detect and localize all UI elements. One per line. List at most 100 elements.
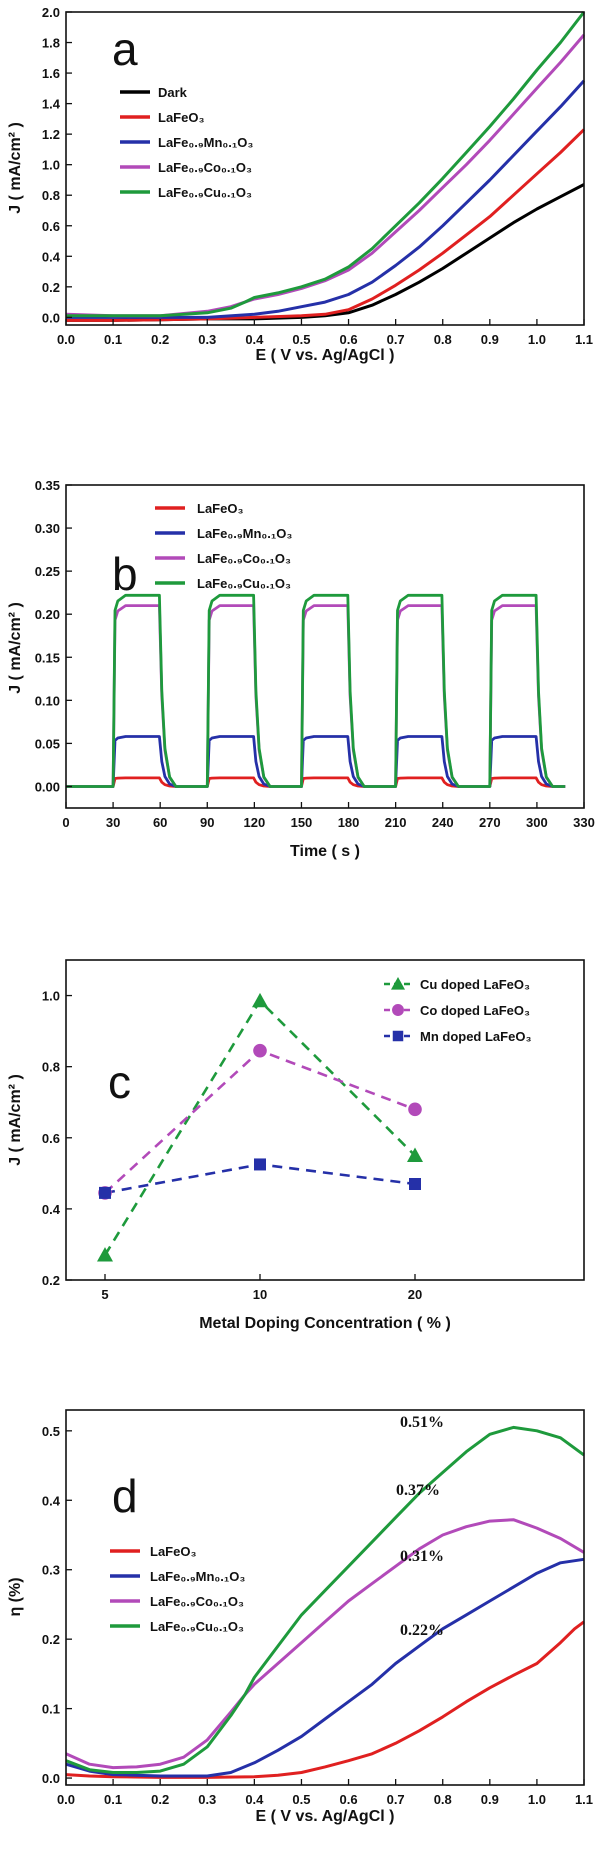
- series-line-b: [66, 735, 566, 788]
- chart-b-svg: 0 30 60 90 120 150 180 210 240 270 300 330 0.00 0.05 0…: [7, 478, 595, 860]
- annotation-d: 0.22%: [400, 1622, 444, 1639]
- legend-label-a: LaFe₀.₉Mn₀.₁O₃: [158, 135, 253, 150]
- y-tick-label-b: 0.35: [35, 478, 60, 493]
- y-tick-label-a: 0.0: [42, 310, 60, 325]
- x-tick-label-a: 0.5: [292, 332, 310, 347]
- y-tick-label-d: 0.1: [42, 1702, 60, 1717]
- data-point-c: [99, 1186, 111, 1199]
- x-tick-label-d: 0.7: [387, 1792, 405, 1807]
- x-tick-label-c: 5: [101, 1287, 108, 1302]
- y-tick-label-a: 2.0: [42, 5, 60, 20]
- series-line-a: [65, 33, 586, 318]
- y-tick-label-a: 0.6: [42, 219, 60, 234]
- x-tick-label-b: 30: [106, 815, 120, 830]
- x-tick-label-b: 270: [479, 815, 501, 830]
- y-tick-label-c: 0.4: [42, 1202, 61, 1217]
- y-tick-label-b: 0.15: [35, 650, 60, 665]
- series-line-b: [66, 776, 566, 788]
- x-tick-label-c: 10: [253, 1287, 267, 1302]
- y-tick-label-a: 0.4: [42, 249, 61, 264]
- chart-c-frame: [65, 959, 585, 1281]
- x-tick-label-d: 0.6: [340, 1792, 358, 1807]
- y-tick-label-b: 0.05: [35, 736, 60, 751]
- legend-label-c: Co doped LaFeO₃: [420, 1003, 530, 1018]
- x-tick-label-b: 240: [432, 815, 454, 830]
- x-tick-label-d: 0.4: [245, 1792, 264, 1807]
- series-line-a: [66, 183, 585, 322]
- x-tick-label-a: 0.1: [104, 332, 122, 347]
- legend-label-a: LaFe₀.₉Co₀.₁O₃: [158, 160, 252, 175]
- data-point-c: [253, 1043, 267, 1058]
- y-axis-label-a: J ( mA/cm² ): [7, 122, 24, 214]
- chart-b-frame: [65, 484, 585, 809]
- data-point-c: [252, 992, 268, 1008]
- chart-panel-d: 0.0 0.1 0.2 0.3 0.4 0.5 0.6 0.7 0.8 0.9 1.0 1.1 0.0 0…: [0, 1385, 600, 1850]
- x-tick-label-a: 0.6: [340, 332, 358, 347]
- annotation-d: 0.51%: [400, 1414, 444, 1431]
- chart-panel-c: 5 10 20 0.2 0.4 0.6 0.8 1.0 c Metal Doping Conc…: [0, 920, 600, 1385]
- y-tick-label-d: 0.5: [42, 1424, 60, 1439]
- x-tick-label-a: 1.1: [575, 332, 593, 347]
- x-tick-label-d: 0.2: [151, 1792, 169, 1807]
- y-tick-label-b: 0.25: [35, 564, 60, 579]
- series-line-a: [66, 128, 586, 322]
- data-point-c: [254, 1158, 266, 1171]
- x-tick-label-b: 210: [385, 815, 407, 830]
- legend-marker-c: [392, 1030, 404, 1042]
- y-axis-label-c: J ( mA/cm² ): [7, 1074, 24, 1166]
- x-tick-label-b: 90: [200, 815, 214, 830]
- chart-a-svg: 0.0 0.1 0.2 0.3 0.4 0.5 0.6 0.7 0.8 0.9 1.0 1.1 0.0 0…: [7, 5, 593, 364]
- data-point-c: [407, 1147, 423, 1162]
- panel-letter-d: d: [112, 1470, 138, 1522]
- x-tick-label-b: 150: [291, 815, 313, 830]
- y-tick-label-a: 0.8: [42, 188, 60, 203]
- series-line-d: [65, 1518, 585, 1770]
- y-tick-label-d: 0.2: [42, 1632, 60, 1647]
- x-tick-label-d: 0.8: [434, 1792, 452, 1807]
- x-tick-label-b: 60: [153, 815, 167, 830]
- y-tick-label-d: 0.3: [42, 1563, 60, 1578]
- y-tick-label-b: 0.30: [35, 521, 60, 536]
- series-line-b: [66, 593, 566, 788]
- annotation-d: 0.37%: [396, 1482, 440, 1499]
- annotation-d: 0.31%: [400, 1548, 444, 1565]
- y-tick-label-c: 0.6: [42, 1131, 60, 1146]
- x-tick-label-a: 0.9: [481, 332, 499, 347]
- x-tick-label-d: 1.1: [575, 1792, 593, 1807]
- legend-label-a: LaFe₀.₉Cu₀.₁O₃: [158, 185, 252, 200]
- x-tick-label-a: 0.2: [151, 332, 169, 347]
- y-tick-label-a: 1.0: [42, 158, 60, 173]
- series-line-d: [65, 1620, 585, 1779]
- x-tick-label-b: 300: [526, 815, 548, 830]
- legend-label-c: Cu doped LaFeO₃: [420, 977, 530, 992]
- x-tick-label-a: 1.0: [528, 332, 546, 347]
- y-tick-label-b: 0.20: [35, 607, 60, 622]
- data-point-c: [409, 1178, 421, 1190]
- series-line-a: [66, 79, 586, 319]
- x-tick-label-a: 0.4: [245, 332, 264, 347]
- legend-label-a: LaFeO₃: [158, 110, 204, 125]
- legend-label-a: Dark: [158, 85, 188, 100]
- legend-label-b: LaFe₀.₉Cu₀.₁O₃: [197, 576, 291, 591]
- y-tick-label-a: 1.2: [42, 127, 60, 142]
- legend-marker-c: [392, 1004, 404, 1016]
- y-tick-label-c: 0.8: [42, 1060, 60, 1075]
- y-tick-label-a: 0.2: [42, 280, 60, 295]
- x-axis-label-c: Metal Doping Concentration ( % ): [199, 1315, 451, 1332]
- legend-label-d: LaFe₀.₉Co₀.₁O₃: [150, 1594, 244, 1609]
- legend-label-d: LaFeO₃: [150, 1544, 196, 1559]
- x-tick-label-b: 180: [338, 815, 360, 830]
- panel-letter-b: b: [112, 548, 138, 600]
- x-tick-label-c: 20: [408, 1287, 422, 1302]
- series-line-d: [65, 1425, 585, 1774]
- series-line-c: [103, 998, 416, 1256]
- y-tick-label-c: 1.0: [42, 989, 60, 1004]
- y-tick-label-a: 1.8: [42, 36, 60, 51]
- x-tick-label-d: 0.0: [57, 1792, 75, 1807]
- series-line-c: [104, 1049, 416, 1194]
- panel-letter-c: c: [108, 1056, 131, 1108]
- panel-letter-a: a: [112, 23, 138, 75]
- chart-d-svg: 0.0 0.1 0.2 0.3 0.4 0.5 0.6 0.7 0.8 0.9 1.0 1.1 0.0 0…: [7, 1409, 593, 1825]
- legend-label-d: LaFe₀.₉Cu₀.₁O₃: [150, 1619, 244, 1634]
- y-tick-label-c: 0.2: [42, 1273, 60, 1288]
